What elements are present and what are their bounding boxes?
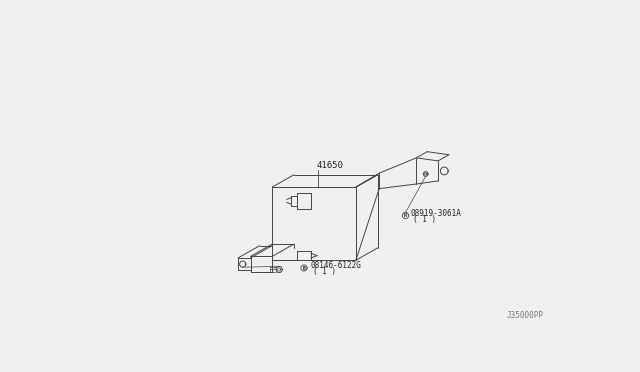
Text: 41650: 41650 bbox=[316, 161, 343, 170]
Text: 08919-3061A: 08919-3061A bbox=[410, 209, 461, 218]
Text: 08146-6122G: 08146-6122G bbox=[310, 261, 361, 270]
Text: B: B bbox=[303, 266, 305, 271]
Text: ( 1 ): ( 1 ) bbox=[413, 215, 436, 224]
Text: J35000PP: J35000PP bbox=[506, 311, 543, 320]
Text: N: N bbox=[404, 214, 407, 218]
Text: ( 1 ): ( 1 ) bbox=[313, 267, 337, 276]
